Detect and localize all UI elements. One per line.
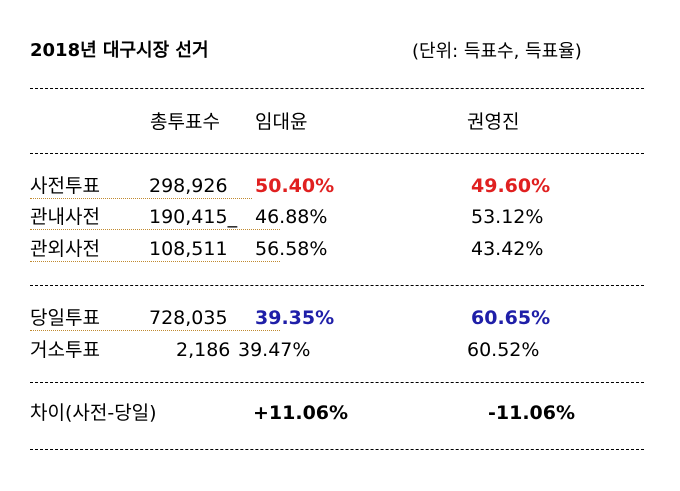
row-total: 2,186 [176,339,231,361]
row-label: 관내사전 [30,208,280,230]
row-label: 당일투표 [30,309,280,331]
row-label: 거소투표 [30,339,100,361]
difference-label: 차이(사전-당일) [30,402,157,424]
row-candidate2-share: 60.52% [467,339,540,361]
row-candidate2-share: 49.60% [471,175,551,197]
header-total-votes: 총투표수 [150,111,220,133]
row-total: 298,926 [149,175,228,197]
row-candidate1-share: 46.88% [255,206,328,228]
row-total: 190,415_ [149,206,238,228]
header-candidate2: 권영진 [467,111,520,133]
page-title: 2018년 대구시장 선거 [30,40,209,61]
divider [30,382,644,383]
divider [30,449,644,450]
row-total: 108,511 [149,238,228,260]
divider [30,285,644,286]
header-candidate1: 임대윤 [255,111,308,133]
row-candidate2-share: 53.12% [471,206,544,228]
row-label: 사전투표 [30,177,252,199]
difference-candidate2: -11.06% [488,402,576,424]
row-candidate1-share: 39.47% [238,339,311,361]
row-total: 728,035 [149,307,228,329]
row-candidate1-share: 39.35% [255,307,335,329]
difference-candidate1: +11.06% [253,402,349,424]
row-label: 관외사전 [30,240,280,262]
row-candidate1-share: 56.58% [255,238,328,260]
divider [30,153,644,154]
row-candidate1-share: 50.40% [255,175,335,197]
row-candidate2-share: 60.65% [471,307,551,329]
row-candidate2-share: 43.42% [471,238,544,260]
unit-note: (단위: 득표수, 득표율) [412,41,582,62]
divider [30,88,644,89]
